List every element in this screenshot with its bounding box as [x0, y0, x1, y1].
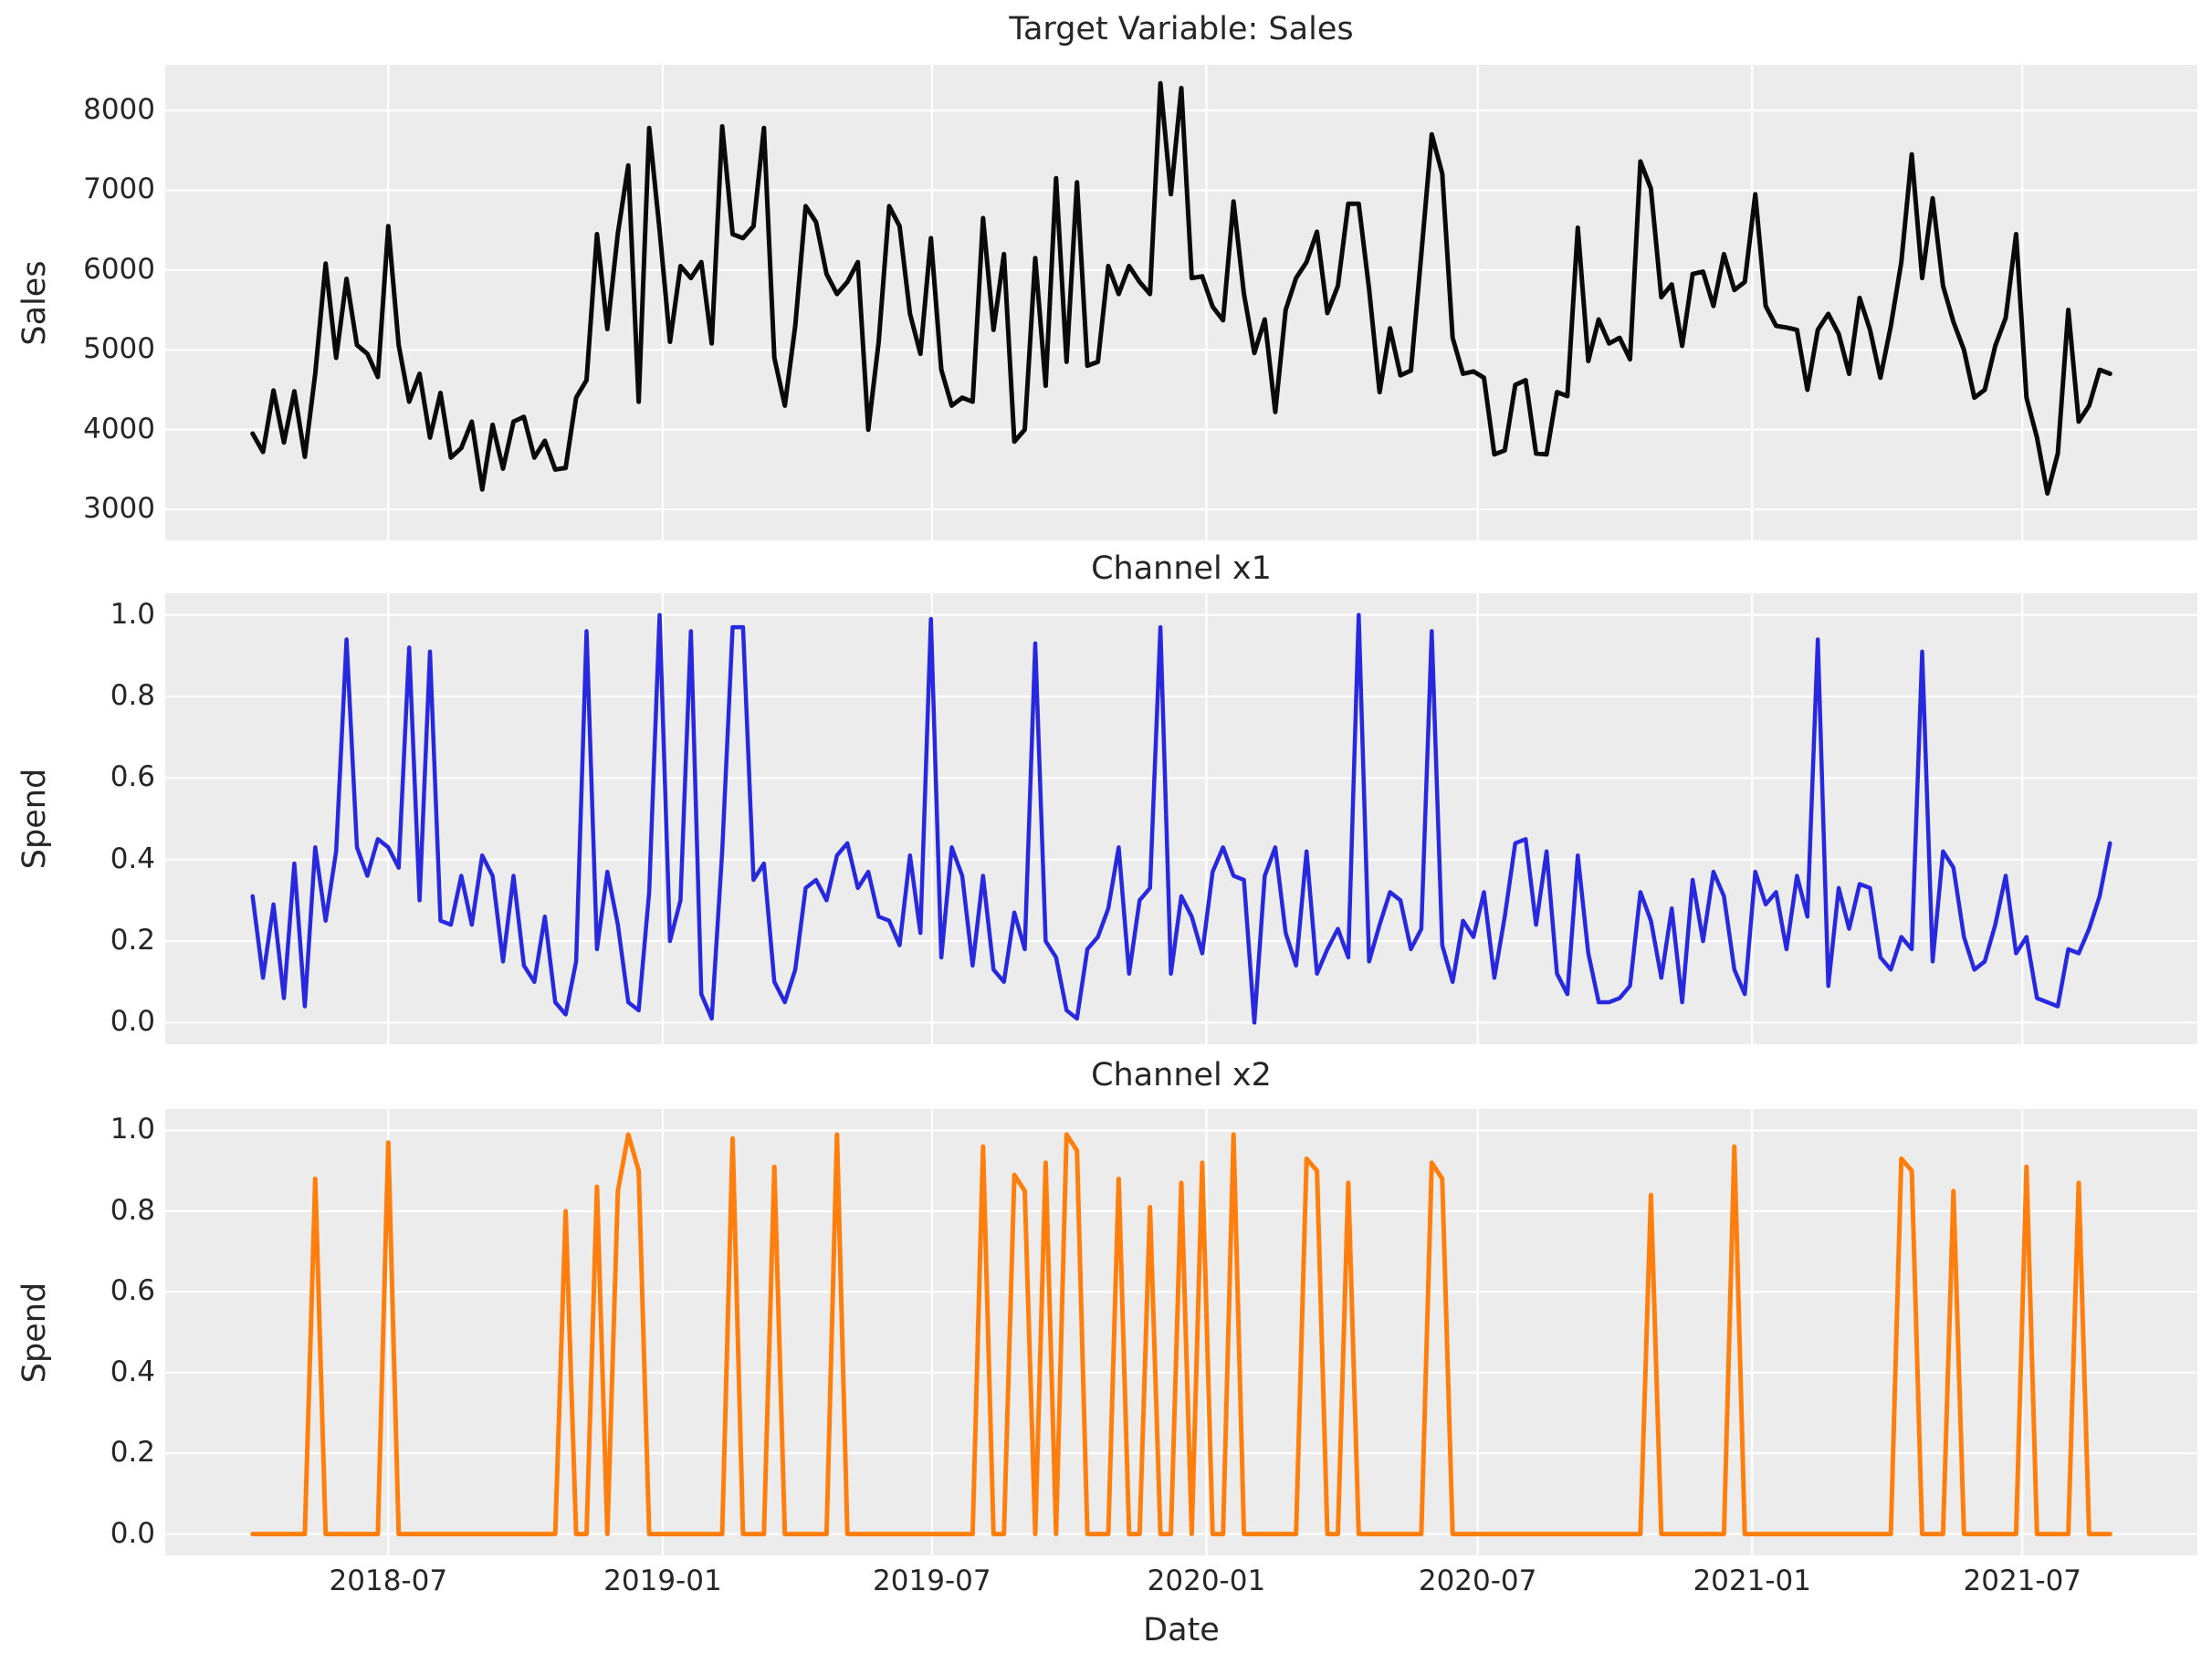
series-line [250, 80, 2112, 497]
panel-title-channel-x2: Channel x2 [1091, 1057, 1272, 1094]
x-tick-label: 2020-07 [1418, 1565, 1537, 1597]
sales-plot-area [165, 65, 2197, 540]
y-tick-label: 0.6 [110, 760, 155, 794]
series-line [250, 1132, 2112, 1537]
panel-title-channel-x1: Channel x1 [1091, 550, 1272, 587]
channel-x2-plot-area [165, 1109, 2197, 1555]
series-line [250, 612, 2112, 1025]
x-axis-label: Date [1143, 1612, 1220, 1648]
y-tick-label: 4000 [83, 412, 155, 445]
y-tick-label: 0.6 [110, 1274, 155, 1308]
y-tick-label: 0.0 [110, 1516, 155, 1550]
x-tick-label: 2019-01 [603, 1565, 722, 1597]
channel-x2-line-chart [165, 1109, 2197, 1555]
x-tick-label: 2021-01 [1693, 1565, 1811, 1597]
y-tick-label: 0.4 [110, 1355, 155, 1388]
y-tick-label: 0.2 [110, 1436, 155, 1470]
y-tick-label: 6000 [83, 252, 155, 286]
y-tick-label: 5000 [83, 332, 155, 366]
y-tick-label: 1.0 [110, 597, 155, 631]
sales-line-chart [165, 65, 2197, 540]
x-tick-label: 2019-07 [873, 1565, 991, 1597]
x-tick-label: 2018-07 [329, 1565, 448, 1597]
channel-x1-line-chart [165, 593, 2197, 1044]
panel-title-sales: Target Variable: Sales [1009, 11, 1354, 47]
y-tick-label: 8000 [83, 93, 155, 126]
y-tick-label: 0.8 [110, 679, 155, 712]
channel-x1-plot-area [165, 593, 2197, 1044]
y-tick-label: 0.2 [110, 923, 155, 957]
y-tick-label: 7000 [83, 173, 155, 206]
y-tick-label: 0.8 [110, 1193, 155, 1227]
y-tick-label: 3000 [83, 492, 155, 526]
y-tick-label: 0.4 [110, 842, 155, 875]
y-tick-label: 1.0 [110, 1113, 155, 1146]
x-tick-label: 2020-01 [1147, 1565, 1266, 1597]
y-tick-label: 0.0 [110, 1005, 155, 1039]
x-tick-label: 2021-07 [1963, 1565, 2082, 1597]
